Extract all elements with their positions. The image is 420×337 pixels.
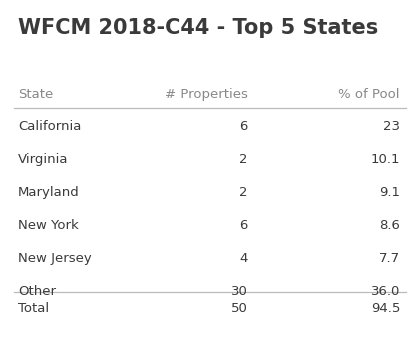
Text: 8.6: 8.6	[379, 219, 400, 232]
Text: 30: 30	[231, 285, 248, 298]
Text: Other: Other	[18, 285, 56, 298]
Text: Virginia: Virginia	[18, 153, 68, 166]
Text: 10.1: 10.1	[370, 153, 400, 166]
Text: 4: 4	[240, 252, 248, 265]
Text: California: California	[18, 120, 81, 133]
Text: 6: 6	[240, 120, 248, 133]
Text: Maryland: Maryland	[18, 186, 80, 199]
Text: 36.0: 36.0	[370, 285, 400, 298]
Text: % of Pool: % of Pool	[339, 88, 400, 101]
Text: 94.5: 94.5	[370, 302, 400, 315]
Text: New Jersey: New Jersey	[18, 252, 92, 265]
Text: Total: Total	[18, 302, 49, 315]
Text: # Properties: # Properties	[165, 88, 248, 101]
Text: 6: 6	[240, 219, 248, 232]
Text: 9.1: 9.1	[379, 186, 400, 199]
Text: 7.7: 7.7	[379, 252, 400, 265]
Text: 50: 50	[231, 302, 248, 315]
Text: New York: New York	[18, 219, 79, 232]
Text: 2: 2	[239, 153, 248, 166]
Text: State: State	[18, 88, 53, 101]
Text: 2: 2	[239, 186, 248, 199]
Text: WFCM 2018-C44 - Top 5 States: WFCM 2018-C44 - Top 5 States	[18, 18, 378, 38]
Text: 23: 23	[383, 120, 400, 133]
